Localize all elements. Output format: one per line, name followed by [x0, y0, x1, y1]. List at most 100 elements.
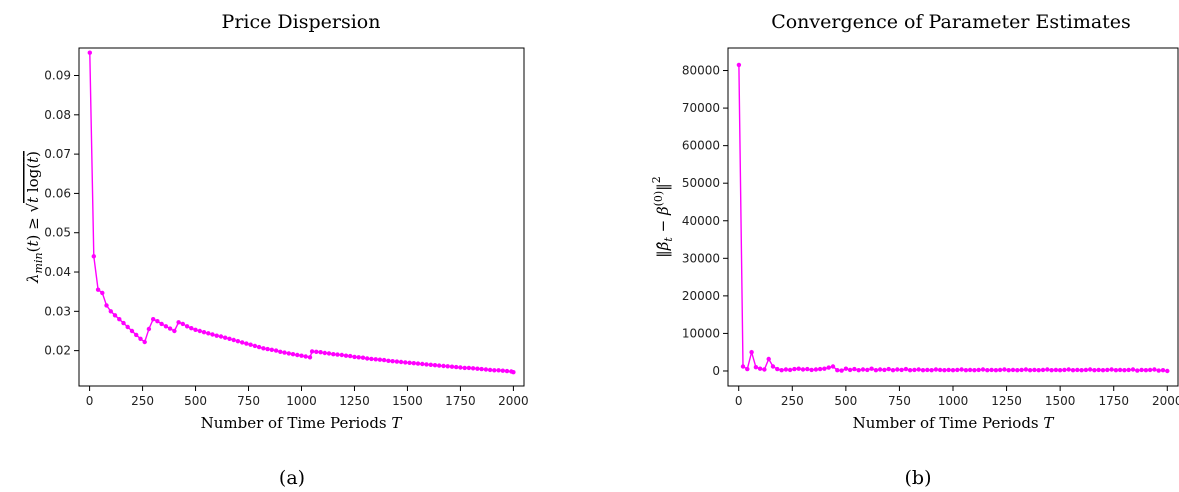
- data-point: [108, 309, 114, 314]
- data-point: [197, 328, 202, 334]
- caption: (b): [905, 467, 932, 489]
- data-point: [95, 287, 101, 292]
- data-point: [129, 328, 135, 334]
- data-point: [125, 324, 130, 330]
- data-point: [428, 362, 433, 367]
- data-point: [504, 368, 510, 374]
- data-point: [1147, 367, 1153, 373]
- data-point: [1122, 368, 1127, 373]
- data-point: [822, 366, 827, 371]
- x-tick-label: 2000: [1152, 394, 1179, 408]
- data-point: [462, 365, 467, 371]
- y-tick-label: 0: [712, 364, 720, 378]
- data-point: [335, 352, 340, 357]
- data-point: [299, 353, 304, 358]
- data-point: [146, 326, 152, 332]
- data-point: [240, 340, 245, 345]
- data-point: [873, 368, 879, 373]
- data-point: [365, 356, 370, 361]
- data-point: [942, 368, 947, 373]
- data-point: [386, 358, 391, 363]
- data-point: [757, 366, 763, 371]
- data-point: [787, 367, 793, 373]
- data-point: [813, 367, 819, 372]
- data-point: [796, 366, 801, 371]
- data-point: [860, 367, 866, 372]
- data-point: [967, 367, 973, 373]
- data-point: [976, 367, 981, 373]
- x-tick-label: 1750: [1098, 394, 1129, 408]
- data-point: [479, 366, 484, 372]
- data-point: [184, 324, 190, 329]
- data-point: [303, 354, 308, 359]
- data-point: [500, 368, 505, 373]
- data-point: [331, 352, 336, 357]
- data-point: [1045, 367, 1050, 372]
- data-point: [916, 367, 921, 372]
- data-point: [420, 361, 425, 367]
- data-point: [903, 366, 909, 372]
- data-point: [159, 321, 164, 327]
- data-point: [762, 367, 767, 372]
- data-point: [273, 348, 279, 353]
- data-point: [286, 351, 291, 356]
- x-tick-label: 500: [184, 394, 207, 408]
- y-axis-label: λmin(t) ≥ √t log(t): [24, 151, 45, 284]
- x-tick-label: 1250: [339, 394, 370, 408]
- data-point: [869, 366, 874, 371]
- data-point: [1156, 368, 1161, 373]
- x-tick-label: 1500: [1045, 394, 1076, 408]
- x-tick-label: 1000: [938, 394, 969, 408]
- y-tick-label: 10000: [682, 326, 720, 340]
- data-point: [736, 62, 742, 68]
- data-point: [458, 365, 463, 370]
- y-tick-label: 0.04: [44, 265, 71, 279]
- data-point: [322, 350, 327, 356]
- data-point: [882, 367, 887, 373]
- data-point: [252, 343, 258, 349]
- data-point: [227, 336, 232, 341]
- data-point: [454, 364, 459, 370]
- data-point: [955, 367, 960, 373]
- data-point: [980, 367, 986, 372]
- data-point: [295, 352, 300, 358]
- data-point: [800, 367, 806, 372]
- data-point: [847, 367, 853, 373]
- data-point: [826, 365, 831, 370]
- data-point: [470, 366, 476, 371]
- data-point: [925, 367, 930, 373]
- caption: (a): [279, 467, 305, 489]
- x-axis-label: Number of Time Periods T: [201, 414, 403, 432]
- data-point: [1130, 367, 1136, 372]
- x-axis-label: Number of Time Periods T: [853, 414, 1055, 432]
- data-point: [290, 352, 296, 357]
- data-point: [937, 367, 943, 373]
- data-point: [256, 344, 262, 350]
- data-point: [1002, 367, 1007, 372]
- data-point: [307, 355, 313, 360]
- data-point: [929, 368, 934, 373]
- data-point: [112, 313, 118, 318]
- data-point: [907, 368, 913, 373]
- series-line-path: [738, 64, 1168, 372]
- chart-convergence: Convergence of Parameter Estimates 0 250 5…: [650, 11, 1179, 489]
- data-point: [437, 363, 442, 368]
- data-point: [1006, 368, 1011, 373]
- data-point: [1015, 368, 1020, 373]
- data-point: [950, 368, 956, 373]
- data-point: [352, 354, 357, 360]
- axis-ticks: 0 250 500 750 1000 1250 1500 1750 2000 0.02 0.03 0.…: [44, 69, 528, 408]
- data-point: [511, 370, 516, 375]
- data-point: [424, 362, 429, 367]
- x-tick-label: 250: [781, 394, 804, 408]
- data-point: [766, 356, 771, 362]
- plot-frame: [78, 47, 525, 387]
- x-tick-label: 1250: [991, 394, 1022, 408]
- data-point: [180, 321, 185, 327]
- data-point: [843, 366, 849, 371]
- data-point: [117, 317, 122, 322]
- data-point: [206, 331, 211, 336]
- y-tick-label: 0.03: [44, 304, 71, 318]
- data-point: [394, 359, 400, 364]
- data-point: [369, 356, 374, 362]
